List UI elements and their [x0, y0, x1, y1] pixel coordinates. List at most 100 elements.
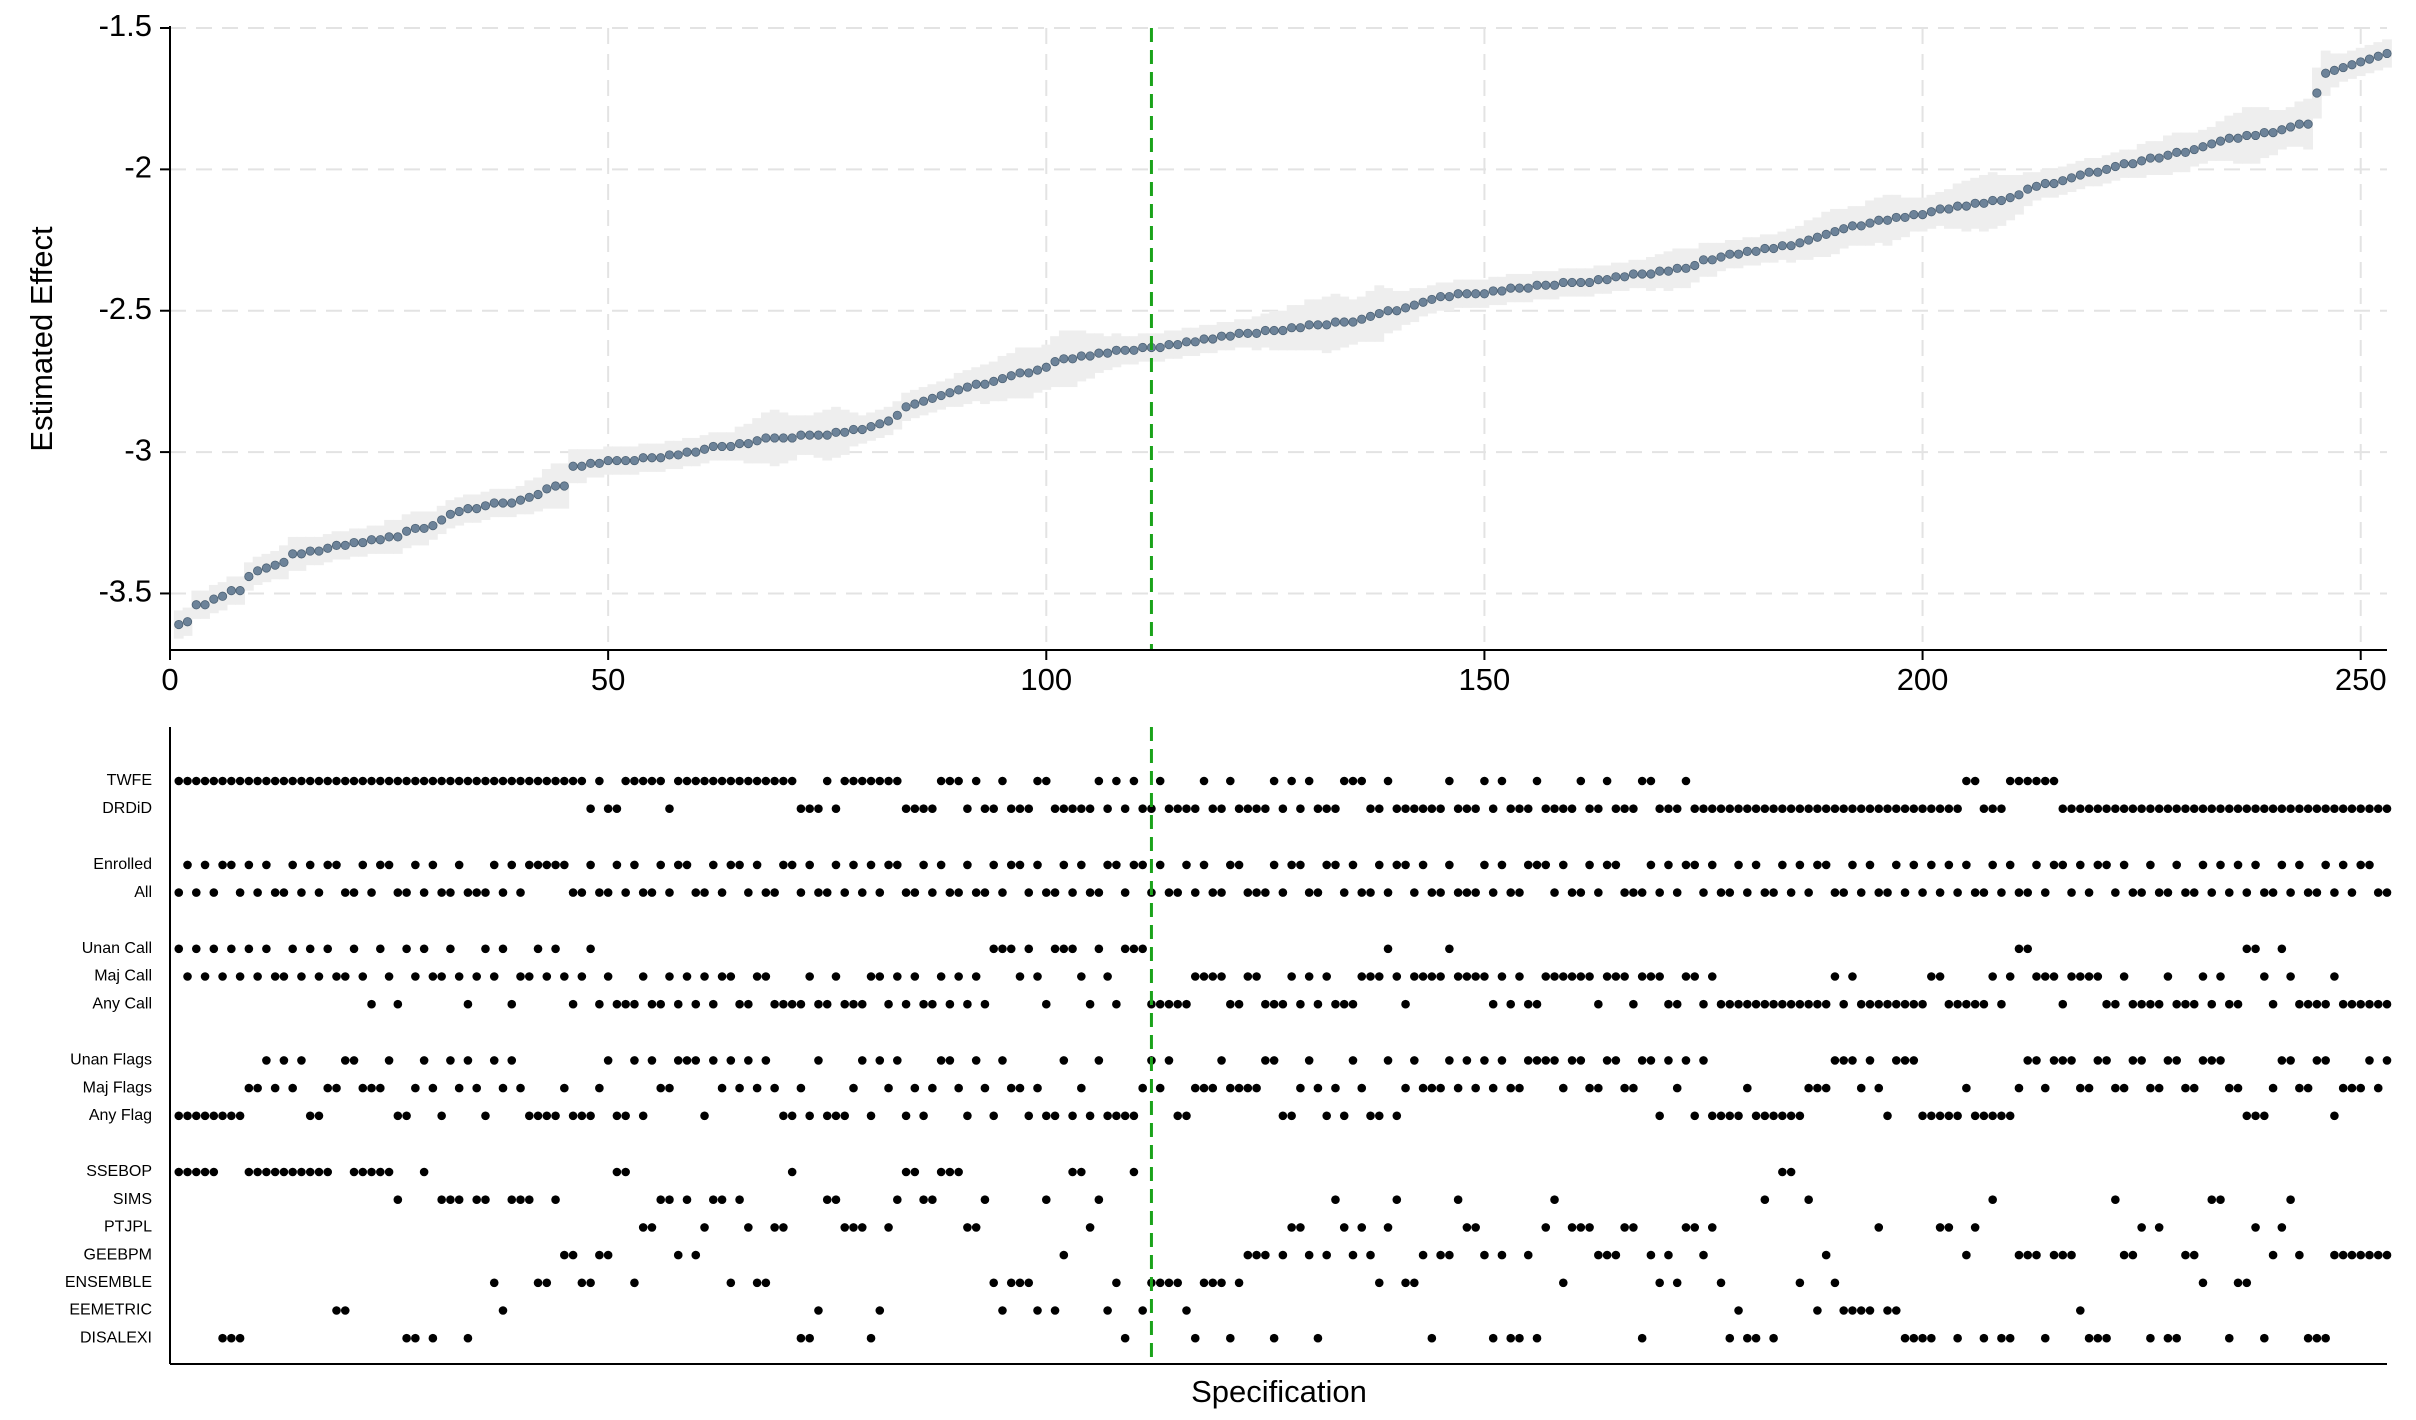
spec-dot: [542, 1111, 552, 1121]
spec-dot: [1681, 860, 1691, 870]
spec-dot: [1935, 1223, 1945, 1232]
spec-dot: [2163, 972, 2173, 981]
spec-dot: [691, 888, 701, 897]
spec-dot: [507, 776, 517, 786]
point: [813, 430, 824, 440]
point: [1400, 303, 1411, 313]
spec-dot: [1655, 1278, 1664, 1288]
spec-dot: [1401, 1083, 1410, 1093]
spec-dot: [1821, 804, 1831, 813]
spec-dot: [507, 1056, 517, 1065]
spec-dot: [2295, 1250, 2304, 1260]
point: [472, 504, 482, 514]
spec-dot: [1077, 860, 1086, 870]
spec-dot: [1778, 860, 1787, 870]
spec-dot: [1112, 999, 1121, 1009]
point: [1839, 224, 1849, 234]
spec-dot: [910, 888, 920, 897]
spec-dot: [893, 776, 902, 786]
spec-dot: [1173, 888, 1183, 897]
spec-dot: [612, 1111, 622, 1121]
point: [1707, 255, 1717, 265]
spec-dot: [533, 860, 543, 870]
row-label: DRDiD: [102, 800, 152, 817]
spec-dot: [919, 999, 928, 1009]
spec-dot: [1050, 1306, 1060, 1315]
spec-dot: [1664, 999, 1673, 1009]
spec-dot: [980, 804, 990, 813]
point: [524, 492, 534, 502]
spec-dot: [1418, 1083, 1428, 1093]
spec-dot: [1252, 1250, 1261, 1260]
spec-dot: [1558, 860, 1568, 870]
spec-dot: [1935, 972, 1945, 981]
spec-dot: [1374, 1111, 1384, 1121]
spec-dot: [963, 999, 972, 1009]
spec-dot: [2198, 1278, 2208, 1288]
spec-dot: [1392, 860, 1402, 870]
spec-dot: [2102, 1333, 2111, 1343]
spec-dot: [1155, 999, 1165, 1009]
spec-dot: [1953, 999, 1962, 1009]
spec-dot: [2181, 888, 2190, 897]
spec-dot: [1278, 1111, 1288, 1121]
spec-dot: [1506, 804, 1516, 813]
spec-dot: [419, 944, 429, 954]
spec-dot: [1234, 860, 1244, 870]
spec-dot: [1497, 776, 1507, 786]
spec-dot: [1760, 888, 1770, 897]
point: [314, 546, 324, 556]
spec-dot: [516, 888, 525, 897]
spec-dot: [884, 776, 893, 786]
spec-dot: [2014, 888, 2024, 897]
spec-dot: [849, 860, 858, 870]
spec-dot: [498, 944, 508, 954]
spec-dot: [560, 776, 569, 786]
spec-dot: [638, 776, 648, 786]
spec-dot: [928, 1195, 937, 1204]
x-tick-label: 250: [2335, 662, 2387, 697]
spec-dot: [2224, 1333, 2234, 1343]
spec-dot: [209, 776, 219, 786]
spec-dot: [884, 1083, 893, 1093]
point: [1549, 280, 1560, 290]
spec-dot: [1523, 860, 1533, 870]
spec-dot: [866, 1333, 876, 1343]
spec-dot: [2251, 804, 2260, 813]
spec-dot: [1085, 1111, 1095, 1121]
spec-dot: [340, 888, 350, 897]
spec-dot: [1147, 804, 1156, 813]
spec-dot: [884, 1223, 893, 1232]
point: [1260, 325, 1270, 336]
spec-dot: [656, 860, 666, 870]
spec-dot: [262, 1167, 271, 1177]
spec-dot: [2233, 999, 2243, 1009]
point: [568, 461, 578, 471]
spec-dot: [1900, 1056, 1910, 1065]
spec-dot: [1085, 999, 1095, 1009]
point: [682, 447, 692, 457]
spec-dot: [1462, 1223, 1472, 1232]
point: [1865, 218, 1875, 228]
spec-dot: [1602, 1056, 1612, 1065]
spec-dot: [1532, 999, 1542, 1009]
point: [1558, 277, 1568, 288]
point: [629, 455, 640, 466]
spec-dot: [1962, 860, 1971, 870]
spec-dot: [1909, 999, 1919, 1009]
spec-dot: [1269, 860, 1279, 870]
spec-dot: [191, 1167, 201, 1177]
spec-dot: [866, 776, 876, 786]
point: [401, 526, 412, 536]
point: [305, 546, 315, 556]
point: [2303, 119, 2313, 129]
spec-dot: [235, 888, 245, 897]
spec-dot: [463, 1333, 473, 1343]
spec-dot: [446, 944, 455, 954]
spec-dot: [1401, 804, 1410, 813]
point: [1812, 232, 1823, 242]
spec-dot: [1155, 776, 1165, 786]
spec-dot: [2224, 999, 2234, 1009]
spec-dot: [717, 1195, 727, 1204]
